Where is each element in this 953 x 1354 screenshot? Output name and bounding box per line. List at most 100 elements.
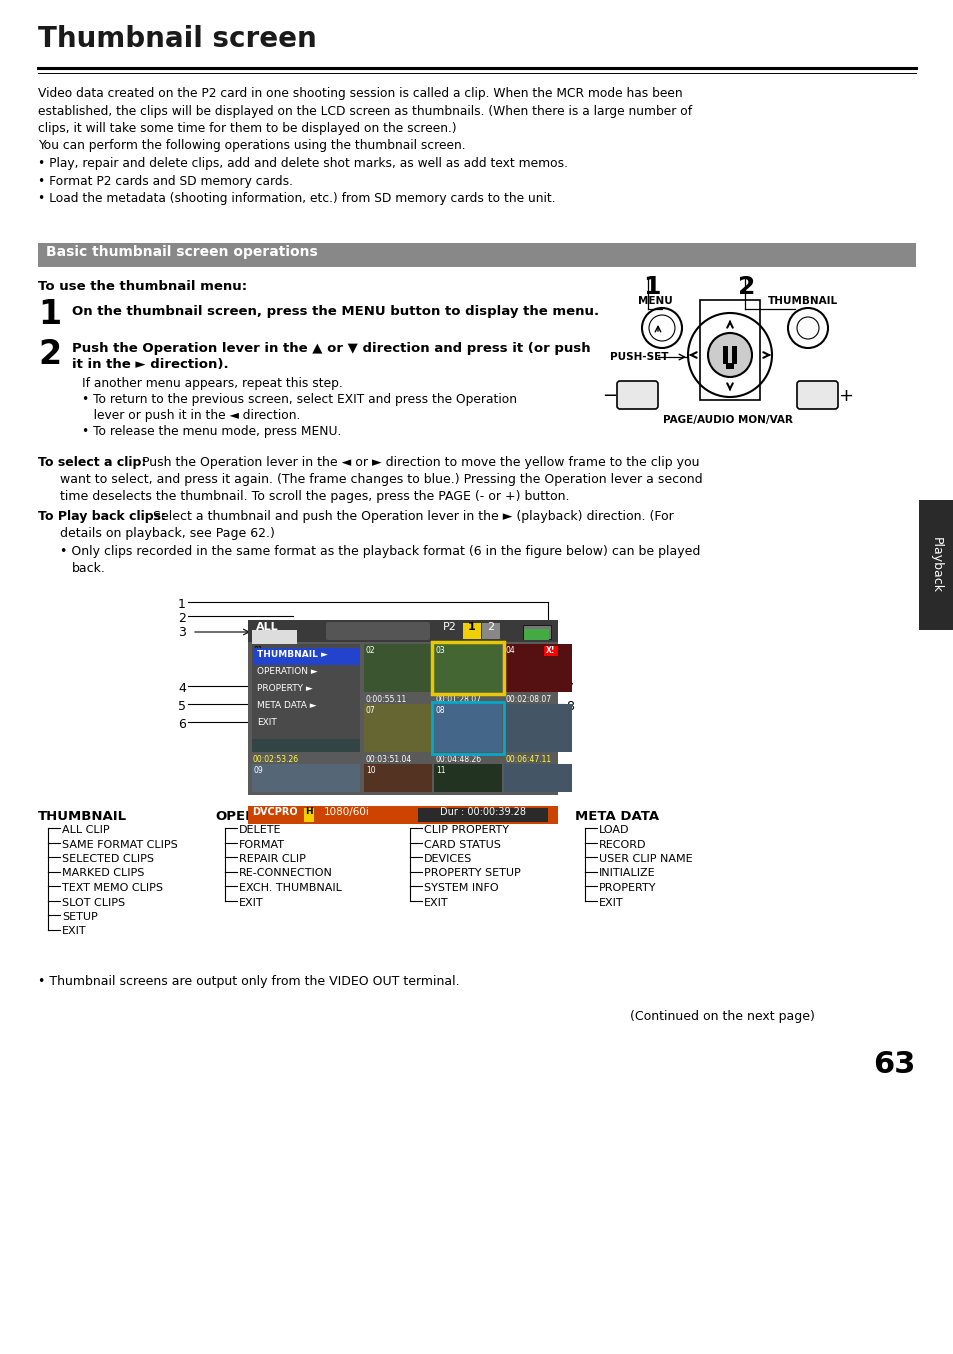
Bar	[253, 699, 358, 716]
Bar	[503, 704, 572, 751]
Bar	[253, 649, 358, 665]
Text: 3: 3	[178, 626, 186, 639]
Text: 01: 01	[253, 646, 263, 655]
Text: SETUP: SETUP	[62, 913, 97, 922]
Text: 6: 6	[253, 705, 258, 715]
Text: You can perform the following operations using the thumbnail screen.: You can perform the following operations…	[38, 139, 465, 153]
Text: Playback: Playback	[928, 538, 942, 593]
Text: • Only clips recorded in the same format as the playback format (6 in the figure: • Only clips recorded in the same format…	[60, 546, 700, 558]
Text: 1: 1	[642, 275, 659, 299]
Bar	[252, 645, 359, 739]
Text: OPERATION ►: OPERATION ►	[256, 668, 317, 676]
Text: CARD STATUS: CARD STATUS	[423, 839, 500, 849]
Bar	[522, 626, 551, 639]
Text: ALL CLIP: ALL CLIP	[62, 825, 110, 835]
Text: Push the Operation lever in the ◄ or ► direction to move the yellow frame to the: Push the Operation lever in the ◄ or ► d…	[138, 456, 699, 468]
Text: OPERATION: OPERATION	[214, 810, 301, 823]
Text: −: −	[601, 387, 617, 405]
Text: 00:02:53.26: 00:02:53.26	[253, 756, 299, 764]
Bar	[523, 630, 548, 640]
Text: MARKED CLIPS: MARKED CLIPS	[62, 868, 144, 879]
Text: 2: 2	[738, 275, 755, 299]
Text: 1: 1	[468, 621, 476, 632]
Text: USER CLIP NAME: USER CLIP NAME	[598, 854, 692, 864]
Bar	[252, 630, 296, 659]
Text: META DATA ►: META DATA ►	[256, 701, 316, 709]
Bar	[248, 620, 558, 795]
Text: 4: 4	[178, 682, 186, 695]
Text: 00:03:51.04: 00:03:51.04	[366, 756, 412, 764]
Bar	[252, 704, 359, 751]
Text: PROPERTY: PROPERTY	[598, 883, 656, 894]
Bar	[364, 645, 432, 692]
Text: LOAD: LOAD	[598, 825, 629, 835]
Text: DEVICES: DEVICES	[423, 854, 472, 864]
Text: 1080/60i: 1080/60i	[324, 807, 370, 816]
Bar	[503, 764, 572, 792]
Text: 04: 04	[505, 646, 516, 655]
Text: EXIT: EXIT	[423, 898, 448, 907]
Text: To Play back clips:: To Play back clips:	[38, 510, 166, 523]
Text: • To return to the previous screen, select EXIT and press the Operation: • To return to the previous screen, sele…	[82, 393, 517, 406]
Text: ALL: ALL	[255, 621, 278, 632]
Text: • Format P2 cards and SD memory cards.: • Format P2 cards and SD memory cards.	[38, 175, 293, 187]
Text: THUMBNAIL: THUMBNAIL	[767, 297, 838, 306]
Text: PROPERTY: PROPERTY	[399, 810, 477, 823]
Bar	[722, 347, 727, 364]
Text: Thumbnail screen: Thumbnail screen	[38, 24, 316, 53]
Text: Select a thumbnail and push the Operation lever in the ► (playback) direction. (: Select a thumbnail and push the Operatio…	[149, 510, 673, 523]
Text: • Play, repair and delete clips, add and delete shot marks, as well as add text : • Play, repair and delete clips, add and…	[38, 157, 567, 171]
Text: EXCH. THUMBNAIL: EXCH. THUMBNAIL	[239, 883, 341, 894]
Text: EXIT: EXIT	[598, 898, 623, 907]
Circle shape	[707, 333, 751, 376]
Text: 00:04:48.26: 00:04:48.26	[436, 756, 481, 764]
Bar	[918, 500, 953, 630]
Text: back.: back.	[71, 562, 106, 575]
Text: SLOT CLIPS: SLOT CLIPS	[62, 898, 125, 907]
Bar	[434, 704, 501, 751]
Text: Basic thumbnail screen operations: Basic thumbnail screen operations	[46, 245, 317, 259]
Text: On the thumbnail screen, press the MENU button to display the menu.: On the thumbnail screen, press the MENU …	[71, 305, 598, 318]
Text: TEXT MEMO CLIPS: TEXT MEMO CLIPS	[62, 883, 163, 894]
Text: it in the ► direction).: it in the ► direction).	[71, 357, 229, 371]
Text: 00:09:44.03: 00:09:44.03	[366, 795, 412, 804]
Bar	[364, 764, 432, 792]
Text: (Continued on the next page): (Continued on the next page)	[629, 1010, 814, 1024]
FancyBboxPatch shape	[617, 380, 658, 409]
Text: • Thumbnail screens are output only from the VIDEO OUT terminal.: • Thumbnail screens are output only from…	[38, 975, 459, 988]
Bar	[304, 808, 314, 822]
Text: 8: 8	[565, 700, 574, 714]
Text: 5: 5	[178, 700, 186, 714]
Bar	[543, 646, 558, 655]
Text: 00:02:08.07: 00:02:08.07	[505, 695, 552, 704]
Bar	[503, 645, 572, 692]
Text: 00:06:47.11: 00:06:47.11	[505, 756, 552, 764]
Text: 02: 02	[366, 646, 375, 655]
Text: EXIT: EXIT	[239, 898, 263, 907]
Text: PAGE/AUDIO MON/VAR: PAGE/AUDIO MON/VAR	[662, 414, 792, 425]
Bar	[248, 620, 558, 642]
Text: INITIALIZE: INITIALIZE	[598, 868, 655, 879]
Text: clips, it will take some time for them to be displayed on the screen.): clips, it will take some time for them t…	[38, 122, 456, 135]
Bar	[432, 642, 503, 695]
Text: To use the thumbnail menu:: To use the thumbnail menu:	[38, 280, 247, 292]
Text: If another menu appears, repeat this step.: If another menu appears, repeat this ste…	[82, 376, 342, 390]
Text: established, the clips will be displayed on the LCD screen as thumbnails. (When : established, the clips will be displayed…	[38, 104, 691, 118]
Text: RECORD: RECORD	[598, 839, 646, 849]
Text: 00:00:00.00: 00:00:00.00	[436, 795, 482, 804]
Text: • Load the metadata (shooting information, etc.) from SD memory cards to the uni: • Load the metadata (shooting informatio…	[38, 192, 555, 204]
Text: PUSH-SET: PUSH-SET	[609, 352, 668, 362]
Text: EXIT: EXIT	[256, 718, 276, 727]
Text: 00:00:45.12: 00:00:45.12	[253, 795, 300, 804]
Text: THUMBNAIL: THUMBNAIL	[38, 810, 127, 823]
Bar	[434, 764, 501, 792]
Text: THUMBNAIL ►: THUMBNAIL ►	[256, 650, 328, 659]
Text: 2: 2	[178, 612, 186, 626]
Bar	[434, 645, 501, 692]
Text: FORMAT: FORMAT	[239, 839, 285, 849]
Text: X!: X!	[546, 646, 556, 655]
Text: MENU: MENU	[638, 297, 672, 306]
Text: Video data created on the P2 card in one shooting session is called a clip. When: Video data created on the P2 card in one…	[38, 87, 682, 100]
Text: 6: 6	[178, 718, 186, 731]
Bar	[253, 665, 358, 682]
